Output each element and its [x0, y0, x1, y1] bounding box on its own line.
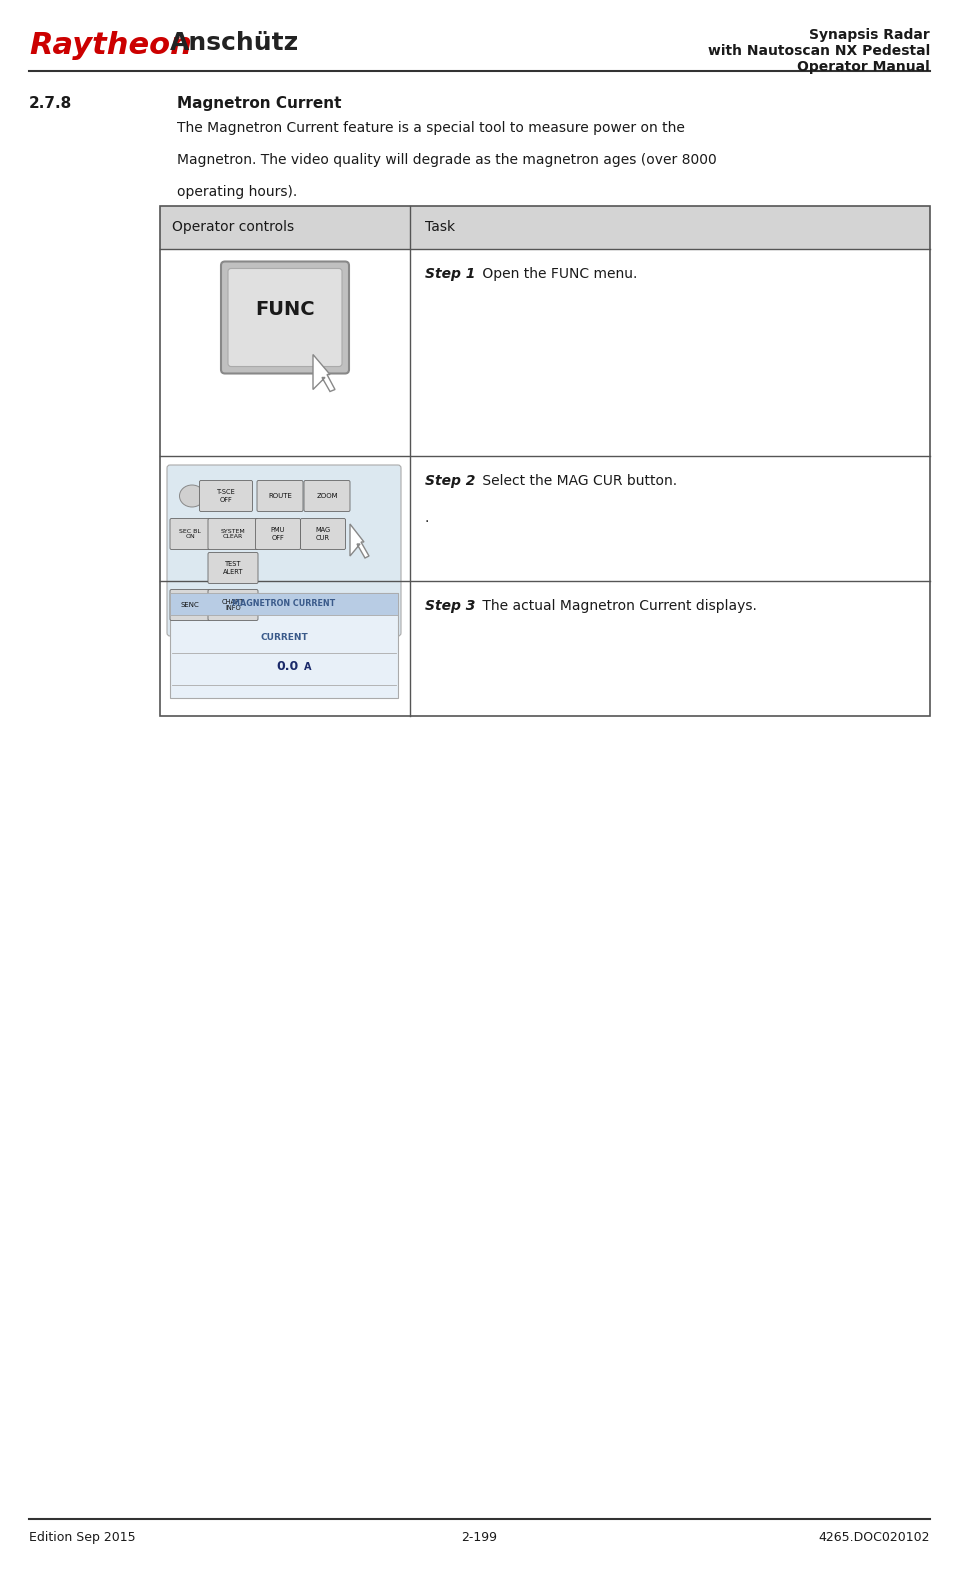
Text: Open the FUNC menu.: Open the FUNC menu.	[478, 267, 638, 282]
Text: FUNC: FUNC	[255, 301, 315, 320]
FancyBboxPatch shape	[257, 480, 303, 511]
Text: The actual Magnetron Current displays.: The actual Magnetron Current displays.	[478, 598, 757, 613]
Text: SENC: SENC	[180, 601, 199, 608]
FancyBboxPatch shape	[304, 480, 350, 511]
FancyBboxPatch shape	[199, 480, 252, 511]
Text: Step 3: Step 3	[425, 598, 476, 613]
Text: Anschütz: Anschütz	[170, 30, 299, 56]
FancyBboxPatch shape	[221, 261, 349, 374]
FancyBboxPatch shape	[170, 519, 210, 549]
Bar	[160, 205, 930, 250]
Text: A: A	[304, 662, 312, 671]
FancyBboxPatch shape	[208, 552, 258, 584]
Text: MAGNETRON CURRENT: MAGNETRON CURRENT	[232, 600, 336, 608]
Text: Synapsis Radar: Synapsis Radar	[809, 29, 930, 41]
FancyBboxPatch shape	[228, 269, 342, 366]
Text: with Nautoscan NX Pedestal: with Nautoscan NX Pedestal	[708, 45, 930, 57]
Bar	[170, 593, 398, 616]
Text: operating hours).: operating hours).	[177, 185, 297, 199]
Bar	[160, 250, 930, 716]
Text: ZOOM: ZOOM	[316, 493, 338, 500]
Text: Step 1: Step 1	[425, 267, 476, 282]
FancyBboxPatch shape	[167, 465, 401, 636]
Text: TEST
ALERT: TEST ALERT	[222, 562, 244, 574]
FancyBboxPatch shape	[208, 519, 258, 549]
Text: The Magnetron Current feature is a special tool to measure power on the: The Magnetron Current feature is a speci…	[177, 121, 685, 135]
Bar	[170, 593, 398, 698]
Text: Raytheon: Raytheon	[29, 30, 192, 60]
Text: Operator controls: Operator controls	[172, 220, 294, 234]
Text: PMU
OFF: PMU OFF	[270, 528, 285, 541]
Text: Task: Task	[425, 220, 456, 234]
Text: Select the MAG CUR button.: Select the MAG CUR button.	[478, 474, 677, 488]
Text: 2-199: 2-199	[461, 1531, 498, 1543]
FancyBboxPatch shape	[170, 590, 210, 620]
FancyBboxPatch shape	[208, 590, 258, 620]
Text: CURRENT: CURRENT	[260, 633, 308, 643]
Text: CHART
INFO: CHART INFO	[222, 598, 245, 611]
Text: SYSTEM
CLEAR: SYSTEM CLEAR	[221, 528, 246, 539]
Text: .: .	[425, 511, 430, 525]
Polygon shape	[350, 523, 369, 558]
Text: Magnetron. The video quality will degrade as the magnetron ages (over 8000: Magnetron. The video quality will degrad…	[177, 153, 716, 167]
Ellipse shape	[179, 485, 204, 508]
Text: Operator Manual: Operator Manual	[797, 60, 930, 75]
Text: Magnetron Current: Magnetron Current	[177, 95, 341, 111]
Text: ROUTE: ROUTE	[269, 493, 292, 500]
Text: Step 2: Step 2	[425, 474, 476, 488]
Text: 4265.DOC020102: 4265.DOC020102	[818, 1531, 930, 1543]
Text: MAG
CUR: MAG CUR	[316, 528, 331, 541]
Text: 0.0: 0.0	[276, 660, 298, 673]
Text: T-SCE
OFF: T-SCE OFF	[217, 490, 235, 503]
Text: Edition Sep 2015: Edition Sep 2015	[29, 1531, 135, 1543]
FancyBboxPatch shape	[300, 519, 345, 549]
FancyBboxPatch shape	[255, 519, 300, 549]
Polygon shape	[313, 355, 335, 391]
Text: 2.7.8: 2.7.8	[29, 95, 72, 111]
Text: SEC BL
ON: SEC BL ON	[179, 528, 201, 539]
